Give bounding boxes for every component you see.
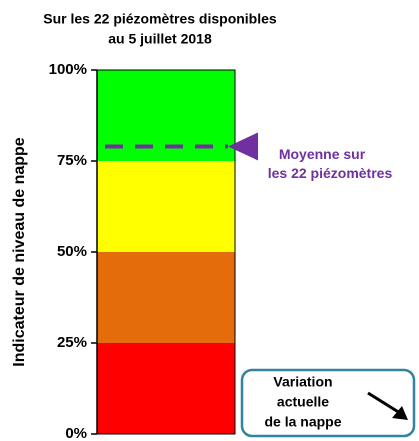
y-tick-label: 100% [49, 61, 87, 78]
y-tick-label: 0% [65, 425, 87, 441]
legend-text: de la nappe [264, 414, 341, 430]
bar-segment [97, 252, 235, 343]
y-tick-label: 75% [57, 152, 87, 169]
chart-title: au 5 juillet 2018 [108, 31, 212, 47]
bar-segment [97, 161, 235, 252]
mean-marker [228, 132, 258, 161]
y-tick-label: 50% [57, 243, 87, 260]
legend-arrow [367, 391, 401, 415]
chart-title: Sur les 22 piézomètres disponibles [43, 11, 277, 27]
mean-label: les 22 piézomètres [268, 165, 393, 181]
y-tick-label: 25% [57, 334, 87, 351]
y-axis-label: Indicateur de niveau de nappe [11, 137, 28, 366]
legend-arrow-head [392, 406, 408, 420]
mean-label: Moyenne sur [279, 146, 366, 162]
legend-text: Variation [273, 374, 332, 390]
legend-box [240, 368, 416, 438]
legend-text: actuelle [277, 394, 329, 410]
bar-segment [97, 343, 235, 434]
